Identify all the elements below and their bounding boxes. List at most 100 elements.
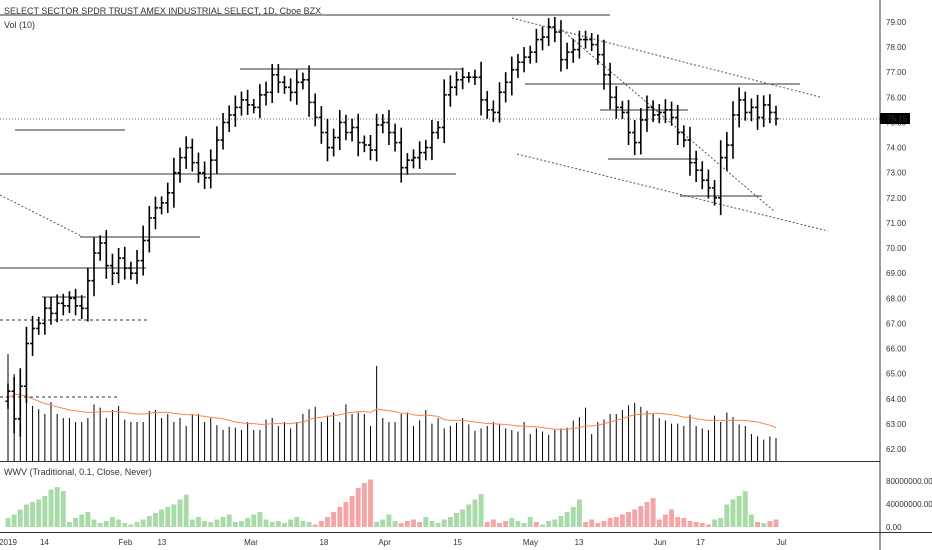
ohlc-bar xyxy=(392,123,398,152)
ohlc-bar xyxy=(490,100,496,122)
ohlc-bar xyxy=(42,297,48,335)
ohlc-bar xyxy=(30,315,36,357)
ohlc-bar xyxy=(589,33,595,52)
ohlc-bar xyxy=(79,295,85,320)
ohlc-bar xyxy=(447,75,453,107)
x-tick-label: 14 xyxy=(40,538,49,547)
ohlc-bar xyxy=(318,106,324,144)
ohlc-bar xyxy=(533,28,539,63)
ohlc-bar xyxy=(699,161,705,190)
ohlc-bar xyxy=(656,104,662,124)
x-tick-label: 15 xyxy=(453,538,462,547)
y-tick-label: 70.00 xyxy=(886,244,907,253)
ohlc-bar xyxy=(109,253,115,286)
y-tick-label: 65.00 xyxy=(886,370,907,379)
wwv-tick-label: 80000000.00 xyxy=(886,477,932,486)
wwv-bar xyxy=(773,519,779,527)
ohlc-bar xyxy=(564,42,570,70)
channel-trendline xyxy=(561,29,776,213)
wwv-bar xyxy=(11,514,17,527)
ohlc-bar xyxy=(36,316,42,335)
x-tick-label: 18 xyxy=(319,538,328,547)
wwv-bar xyxy=(466,504,472,527)
ohlc-bar xyxy=(11,376,17,434)
ohlc-bar xyxy=(736,87,742,128)
wwv-bar xyxy=(392,521,398,527)
ohlc-bar xyxy=(718,140,724,216)
wwv-bar xyxy=(650,498,656,527)
wwv-bar xyxy=(109,517,115,527)
wwv-bar xyxy=(361,483,367,527)
wwv-bar xyxy=(183,494,189,527)
ohlc-bar xyxy=(183,136,189,169)
wwv-bar xyxy=(42,496,48,527)
wwv-bar xyxy=(490,519,496,527)
wwv-bar xyxy=(576,499,582,527)
x-tick-label: Mar xyxy=(244,538,258,547)
wwv-bar xyxy=(404,521,410,527)
wwv-bar xyxy=(30,502,36,527)
wwv-bar xyxy=(417,522,423,527)
wwv-bar xyxy=(152,513,158,527)
trendlines-layer xyxy=(0,14,880,398)
wwv-bar xyxy=(552,519,558,527)
ohlc-bar xyxy=(146,206,152,253)
ohlc-bar xyxy=(441,79,447,144)
wwv-bar xyxy=(312,524,318,527)
ohlc-bar xyxy=(755,94,761,130)
ohlc-bar xyxy=(367,134,373,161)
wwv-bar xyxy=(411,519,416,527)
ohlc-bar xyxy=(558,20,564,72)
ohlc-bar xyxy=(5,383,11,409)
wwv-bar xyxy=(48,489,54,527)
wwv-bar xyxy=(447,517,453,527)
ohlc-bar xyxy=(724,131,730,171)
wwv-bar xyxy=(288,519,294,527)
y-tick-label: 68.00 xyxy=(886,294,907,303)
ohlc-bar xyxy=(85,267,91,322)
wwv-bar xyxy=(755,522,761,527)
y-tick-label: 74.00 xyxy=(886,144,907,153)
wwv-bar xyxy=(736,496,742,527)
wwv-bar xyxy=(607,518,613,527)
wwv-bar xyxy=(748,514,754,527)
y-tick-label: 62.00 xyxy=(886,445,907,454)
channel-trendline xyxy=(0,194,86,239)
y-tick-label: 71.00 xyxy=(886,219,907,228)
wwv-bar xyxy=(66,522,72,527)
channel-trendline xyxy=(516,153,829,232)
ohlc-bar xyxy=(257,84,263,119)
wwv-bar xyxy=(60,491,66,527)
wwv-bar xyxy=(337,507,343,527)
ohlc-bar xyxy=(245,89,251,115)
ohlc-bar xyxy=(540,26,546,51)
wwv-bar xyxy=(693,522,699,527)
ohlc-bar xyxy=(343,114,349,141)
wwv-bar xyxy=(564,512,570,527)
price-bars-pane xyxy=(5,16,779,437)
wwv-bar xyxy=(177,499,183,527)
volume-ma-line xyxy=(7,393,777,430)
wwv-bar xyxy=(675,517,681,527)
wwv-bar xyxy=(91,519,97,527)
wwv-bar xyxy=(171,504,177,527)
wwv-bar xyxy=(509,518,515,527)
wwv-bar xyxy=(300,521,306,527)
wwv-indicator-pane xyxy=(5,479,779,527)
y-tick-label: 78.00 xyxy=(886,43,907,52)
ohlc-bar xyxy=(349,118,355,142)
symbol-title: SELECT SECTOR SPDR TRUST AMEX INDUSTRIAL… xyxy=(4,6,321,16)
ohlc-bar xyxy=(23,326,29,403)
ohlc-bar xyxy=(337,109,343,151)
wwv-bar xyxy=(712,519,718,527)
wwv-bar xyxy=(245,518,251,527)
ohlc-bar xyxy=(128,261,134,280)
ohlc-bar xyxy=(712,180,718,206)
wwv-bar xyxy=(380,519,386,527)
wwv-bar xyxy=(662,514,668,527)
wwv-bar xyxy=(159,509,165,527)
wwv-bar xyxy=(705,524,711,527)
ohlc-bar xyxy=(159,196,165,215)
